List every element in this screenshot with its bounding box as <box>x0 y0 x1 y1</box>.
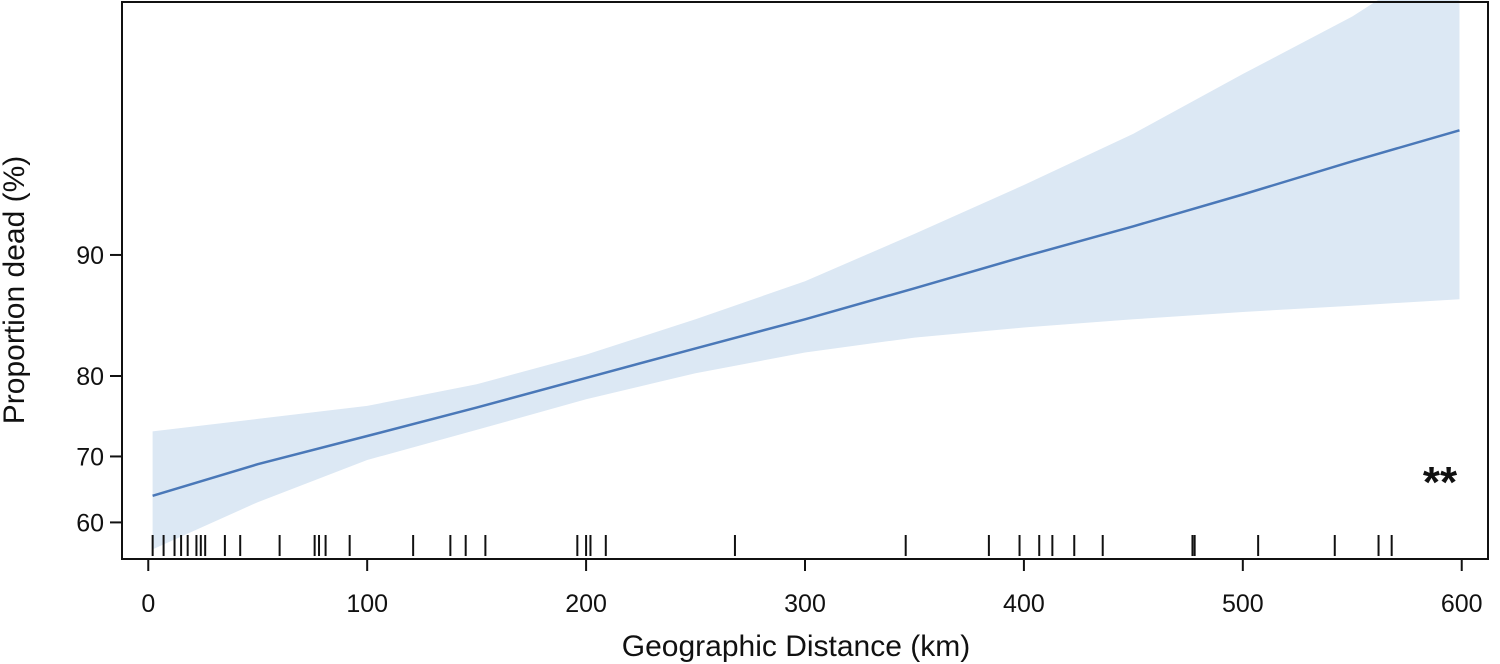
y-tick-label: 90 <box>76 242 104 270</box>
y-axis-label: Proportion dead (%) <box>0 156 31 424</box>
fitted-line <box>152 129 1460 497</box>
x-axis: 0 100 200 300 400 500 600 <box>141 559 1483 618</box>
y-tick-label: 80 <box>76 363 104 391</box>
y-tick-label: 60 <box>76 509 104 537</box>
x-tick-label: 500 <box>1222 590 1264 618</box>
confidence-band <box>152 0 1460 550</box>
y-axis: 60 70 80 90 <box>76 242 122 537</box>
x-tick-label: 600 <box>1441 590 1483 618</box>
x-tick-label: 300 <box>784 590 826 618</box>
x-axis-label: Geographic Distance (km) <box>622 630 970 663</box>
x-tick-label: 100 <box>346 590 388 618</box>
plot-area <box>121 0 1489 560</box>
significance-annotation: ** <box>1423 458 1458 507</box>
rug-marks <box>151 535 1393 556</box>
y-tick-label: 70 <box>76 443 104 471</box>
x-tick-label: 400 <box>1003 590 1045 618</box>
x-tick-label: 0 <box>141 590 155 618</box>
x-tick-label: 200 <box>565 590 607 618</box>
